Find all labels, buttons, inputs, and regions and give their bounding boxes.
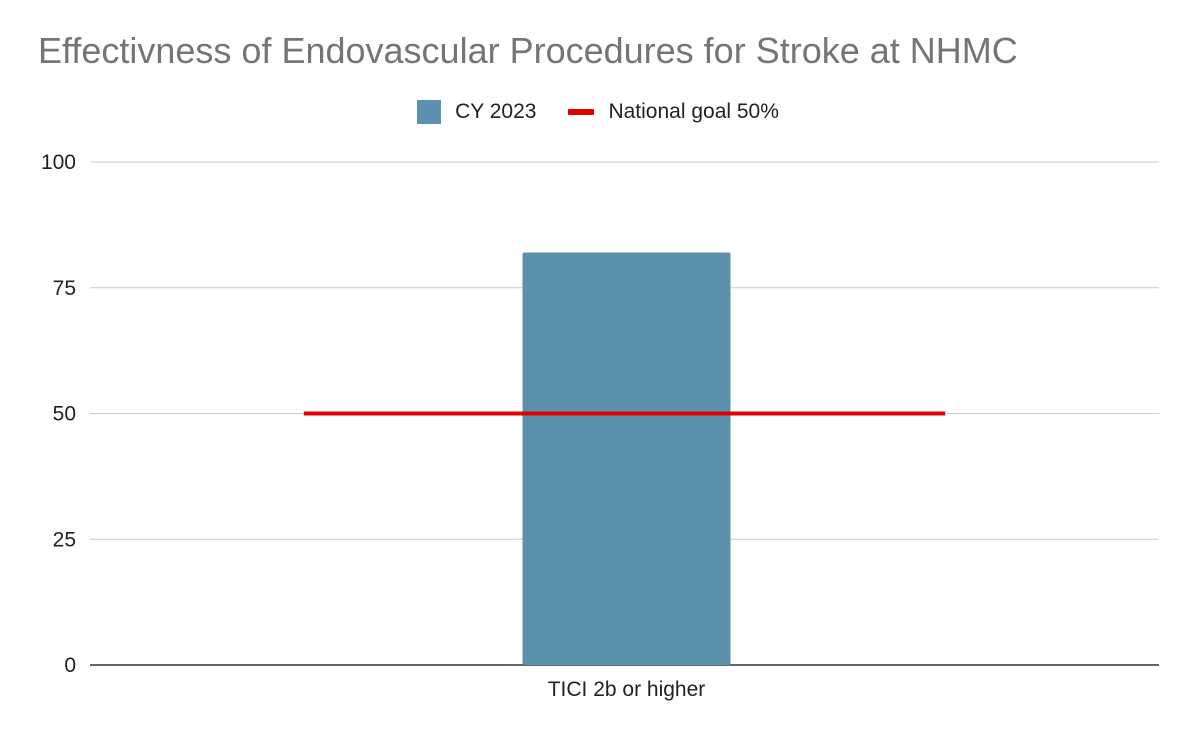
legend: CY 2023 National goal 50% xyxy=(0,98,1196,126)
y-axis-ticks: 0 25 50 75 100 xyxy=(41,151,76,677)
legend-swatch-cy-2023 xyxy=(417,100,442,124)
x-tick-label: TICI 2b or higher xyxy=(548,678,706,701)
legend-item-national-goal: National goal 50% xyxy=(568,100,779,124)
y-tick-label: 75 xyxy=(53,277,76,300)
legend-item-cy-2023: CY 2023 xyxy=(417,100,536,124)
bar-0-0 xyxy=(522,252,731,666)
chart-title: Effectivness of Endovascular Procedures … xyxy=(38,30,1018,71)
y-tick-label: 50 xyxy=(53,403,76,426)
y-tick-label: 100 xyxy=(41,151,76,174)
y-tick-label: 25 xyxy=(53,528,76,551)
x-axis-ticks: TICI 2b or higher xyxy=(548,678,706,701)
legend-swatch-national-goal xyxy=(568,109,595,115)
legend-label-cy-2023: CY 2023 xyxy=(455,100,537,123)
bars xyxy=(522,252,731,666)
legend-label-national-goal: National goal 50% xyxy=(608,100,779,123)
y-tick-label: 0 xyxy=(64,654,76,677)
